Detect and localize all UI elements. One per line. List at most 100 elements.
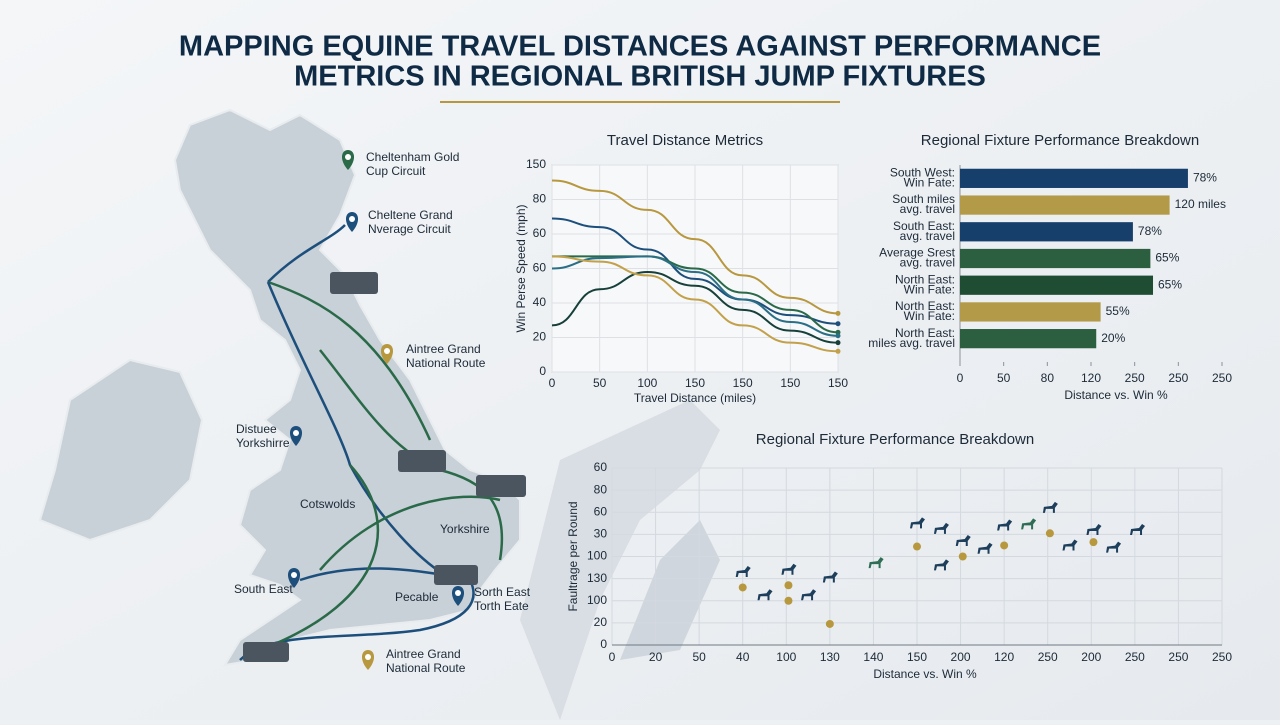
series-line: [551, 179, 839, 315]
y-tick-label: 60: [594, 504, 608, 518]
bar-note: 20%: [1101, 331, 1125, 345]
category-label: North East:: [895, 299, 955, 313]
y-tick-label: 150: [526, 157, 546, 171]
point: [825, 619, 834, 628]
x-tick-label: 120: [994, 650, 1014, 664]
map-label: Pecable: [395, 590, 439, 604]
point: [958, 552, 967, 561]
category-label: North East:: [895, 272, 955, 286]
x-tick-label: 250: [1125, 650, 1145, 664]
category-label: Average Srest: [879, 246, 955, 260]
x-tick-label: 50: [593, 376, 607, 390]
y-tick-label: 0: [539, 364, 546, 378]
y-tick-label: 20: [533, 330, 547, 344]
category-label: Win Fate:: [904, 309, 955, 323]
y-axis-title: Win Perse Speed (mph): [514, 204, 528, 332]
y-tick-label: 60: [533, 261, 547, 275]
end-marker: [835, 348, 841, 354]
bar-note: 55%: [1106, 304, 1130, 318]
horse-marker: [1042, 501, 1058, 513]
map-label: Cotswolds: [300, 497, 355, 511]
truck: [476, 475, 526, 497]
horse-marker: [1106, 541, 1122, 553]
y-tick-label: 0: [600, 637, 607, 651]
horse-marker: [910, 517, 925, 529]
horse-marker: [997, 519, 1013, 531]
route: [239, 567, 475, 661]
scatter-backdrop-map: [520, 400, 720, 720]
x-tick-label: 250: [1125, 371, 1145, 385]
x-tick-label: 150: [733, 376, 753, 390]
x-tick-label: 40: [736, 650, 750, 664]
bar: [960, 222, 1133, 242]
y-tick-label: 30: [594, 527, 608, 541]
horse-marker: [933, 559, 949, 571]
x-tick-label: 100: [776, 650, 796, 664]
truck: [330, 272, 378, 294]
x-tick-label: 130: [820, 650, 840, 664]
category-label: avg. travel: [900, 202, 955, 216]
x-tick-label: 100: [637, 376, 657, 390]
x-tick-label: 150: [685, 376, 705, 390]
x-tick-label: 140: [863, 650, 883, 664]
map: [38, 108, 526, 667]
map-label: Cheltene Grand: [368, 208, 453, 222]
ireland: [38, 358, 204, 542]
y-axis-title: Faultrage per Round: [566, 501, 580, 611]
end-marker: [835, 329, 841, 335]
category-label: miles avg. travel: [868, 336, 955, 350]
x-axis-title: Travel Distance (miles): [634, 391, 756, 405]
bar-note: 120 miles: [1175, 197, 1226, 211]
y-tick-label: 100: [587, 549, 607, 563]
map-pin-dot: [345, 154, 351, 160]
horse-marker: [868, 557, 884, 569]
category-label: South miles: [892, 192, 955, 206]
route: [266, 281, 446, 577]
scatter-backdrop-land: [620, 520, 720, 660]
point: [784, 596, 793, 605]
series-line: [551, 255, 839, 353]
point: [913, 542, 921, 551]
x-tick-label: 150: [780, 376, 800, 390]
series-line: [551, 255, 839, 334]
horse-marker: [822, 571, 838, 583]
horse-marker: [955, 535, 971, 547]
end-marker: [835, 310, 841, 316]
x-tick-label: 250: [1212, 650, 1232, 664]
horse-marker: [933, 522, 949, 534]
category-label: South West:: [890, 166, 955, 180]
x-tick-label: 150: [828, 376, 848, 390]
horse-marker: [757, 589, 773, 601]
map-label: Sorth East: [474, 585, 531, 599]
x-tick-label: 50: [997, 371, 1011, 385]
map-label: National Route: [386, 661, 466, 675]
category-label: avg. travel: [900, 229, 955, 243]
category-label: avg. travel: [900, 256, 955, 270]
truck: [398, 450, 446, 472]
map-label: Yorkshire: [440, 522, 490, 536]
bar-note: 65%: [1158, 277, 1182, 291]
horse-marker: [801, 589, 817, 601]
trucks: [243, 272, 526, 662]
x-tick-label: 80: [1041, 371, 1055, 385]
horse-marker: [1021, 518, 1037, 530]
bar: [960, 195, 1170, 215]
y-tick-label: 40: [533, 295, 547, 309]
point: [784, 581, 793, 590]
title-line: MAPPING EQUINE TRAVEL DISTANCES AGAINST …: [179, 31, 1101, 63]
map-label: National Route: [406, 356, 486, 370]
x-tick-label: 250: [1212, 371, 1232, 385]
x-tick-label: 0: [549, 376, 556, 390]
y-tick-label: 60: [594, 460, 608, 474]
x-tick-label: 50: [692, 650, 706, 664]
x-axis-title: Distance vs. Win %: [873, 667, 977, 681]
bar: [960, 329, 1097, 349]
bar-note: 65%: [1155, 251, 1179, 265]
x-tick-label: 120: [1081, 371, 1101, 385]
map-pin-dot: [365, 654, 371, 660]
x-axis-title: Distance vs. Win %: [1064, 388, 1168, 402]
end-marker: [835, 321, 841, 327]
series-line: [551, 217, 839, 325]
